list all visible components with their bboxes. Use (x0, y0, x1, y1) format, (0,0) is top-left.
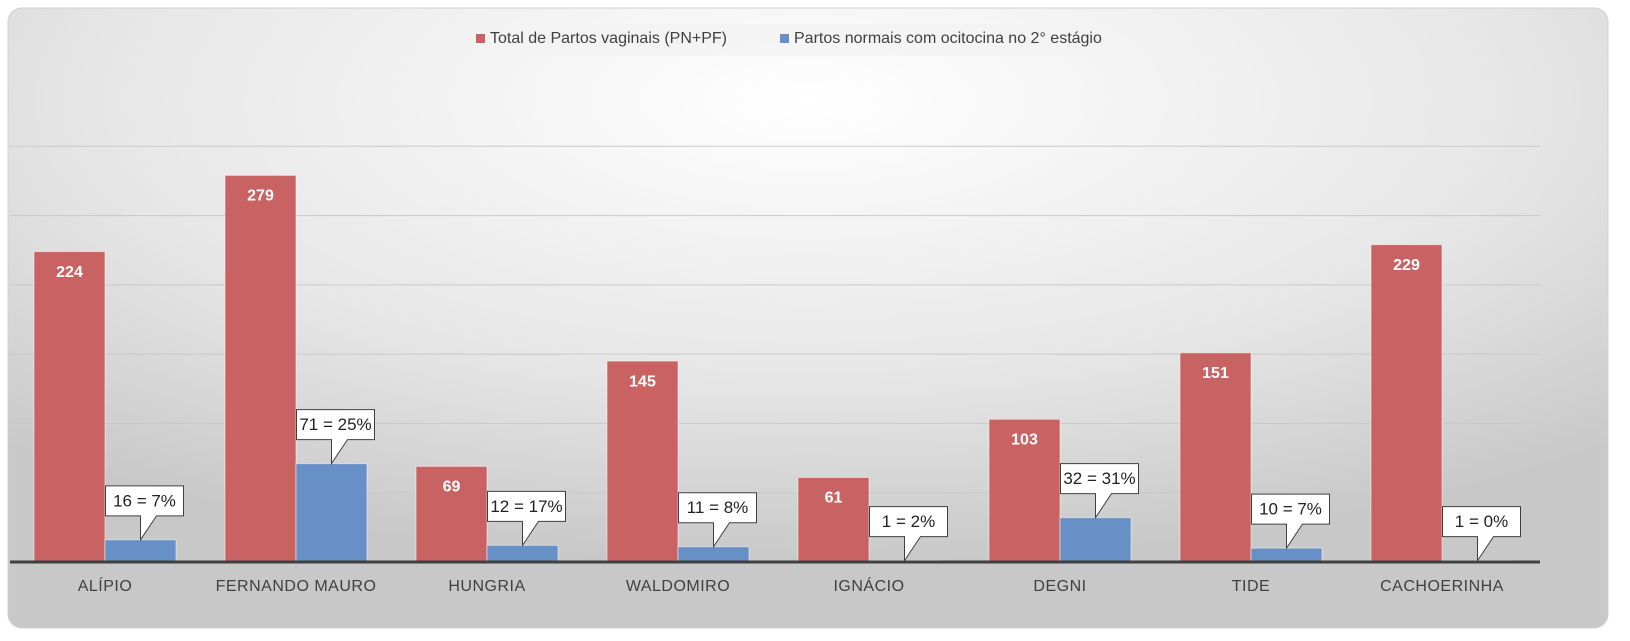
bar (1179, 352, 1252, 563)
x-tick-label: HUNGRIA (448, 578, 525, 595)
callout (1060, 463, 1139, 520)
x-tick-label: ALÍPIO (78, 576, 133, 595)
data-label: 16 = 7% (113, 491, 176, 510)
callout (105, 485, 184, 542)
data-label: 1 = 0% (1455, 512, 1508, 531)
bar (224, 174, 297, 563)
data-label: 224 (56, 264, 83, 281)
data-label: 32 = 31% (1063, 469, 1135, 488)
legend-swatch (476, 34, 485, 43)
legend-label: Partos normais com ocitocina no 2° estág… (794, 30, 1102, 47)
data-label: 145 (629, 373, 656, 390)
data-label: 229 (1393, 257, 1420, 274)
data-label: 279 (247, 188, 274, 205)
callout (678, 492, 757, 549)
x-tick-label: WALDOMIRO (626, 578, 730, 595)
callout (296, 409, 375, 466)
callout (487, 490, 566, 548)
bar (677, 546, 750, 563)
callout (1442, 506, 1521, 563)
bar (486, 544, 559, 563)
bar (33, 251, 106, 563)
data-label: 11 = 8% (687, 498, 749, 517)
callout (869, 506, 948, 563)
bar (606, 360, 679, 563)
bar (295, 463, 368, 563)
bar (988, 418, 1061, 563)
data-label: 71 = 25% (299, 415, 371, 434)
bar (1370, 244, 1443, 563)
legend-swatch (780, 34, 789, 43)
data-label: 103 (1011, 431, 1038, 448)
x-tick-label: DEGNI (1033, 578, 1086, 595)
bar (1059, 517, 1132, 563)
legend-label: Total de Partos vaginais (PN+PF) (490, 30, 727, 47)
bar (1250, 547, 1323, 563)
callout (1251, 493, 1330, 550)
x-tick-label: CACHOERINHA (1380, 578, 1504, 595)
data-label: 12 = 17% (490, 497, 562, 516)
bar (415, 465, 488, 563)
legend-background (470, 24, 1160, 56)
x-tick-label: IGNÁCIO (833, 576, 904, 595)
data-label: 151 (1202, 365, 1229, 382)
data-label: 61 (825, 490, 843, 507)
bar (104, 539, 177, 563)
data-label: 10 = 7% (1259, 500, 1322, 519)
data-label: 1 = 2% (882, 512, 935, 531)
x-tick-label: FERNANDO MAURO (216, 578, 377, 595)
x-tick-label: TIDE (1232, 578, 1270, 595)
data-label: 69 (443, 479, 461, 496)
